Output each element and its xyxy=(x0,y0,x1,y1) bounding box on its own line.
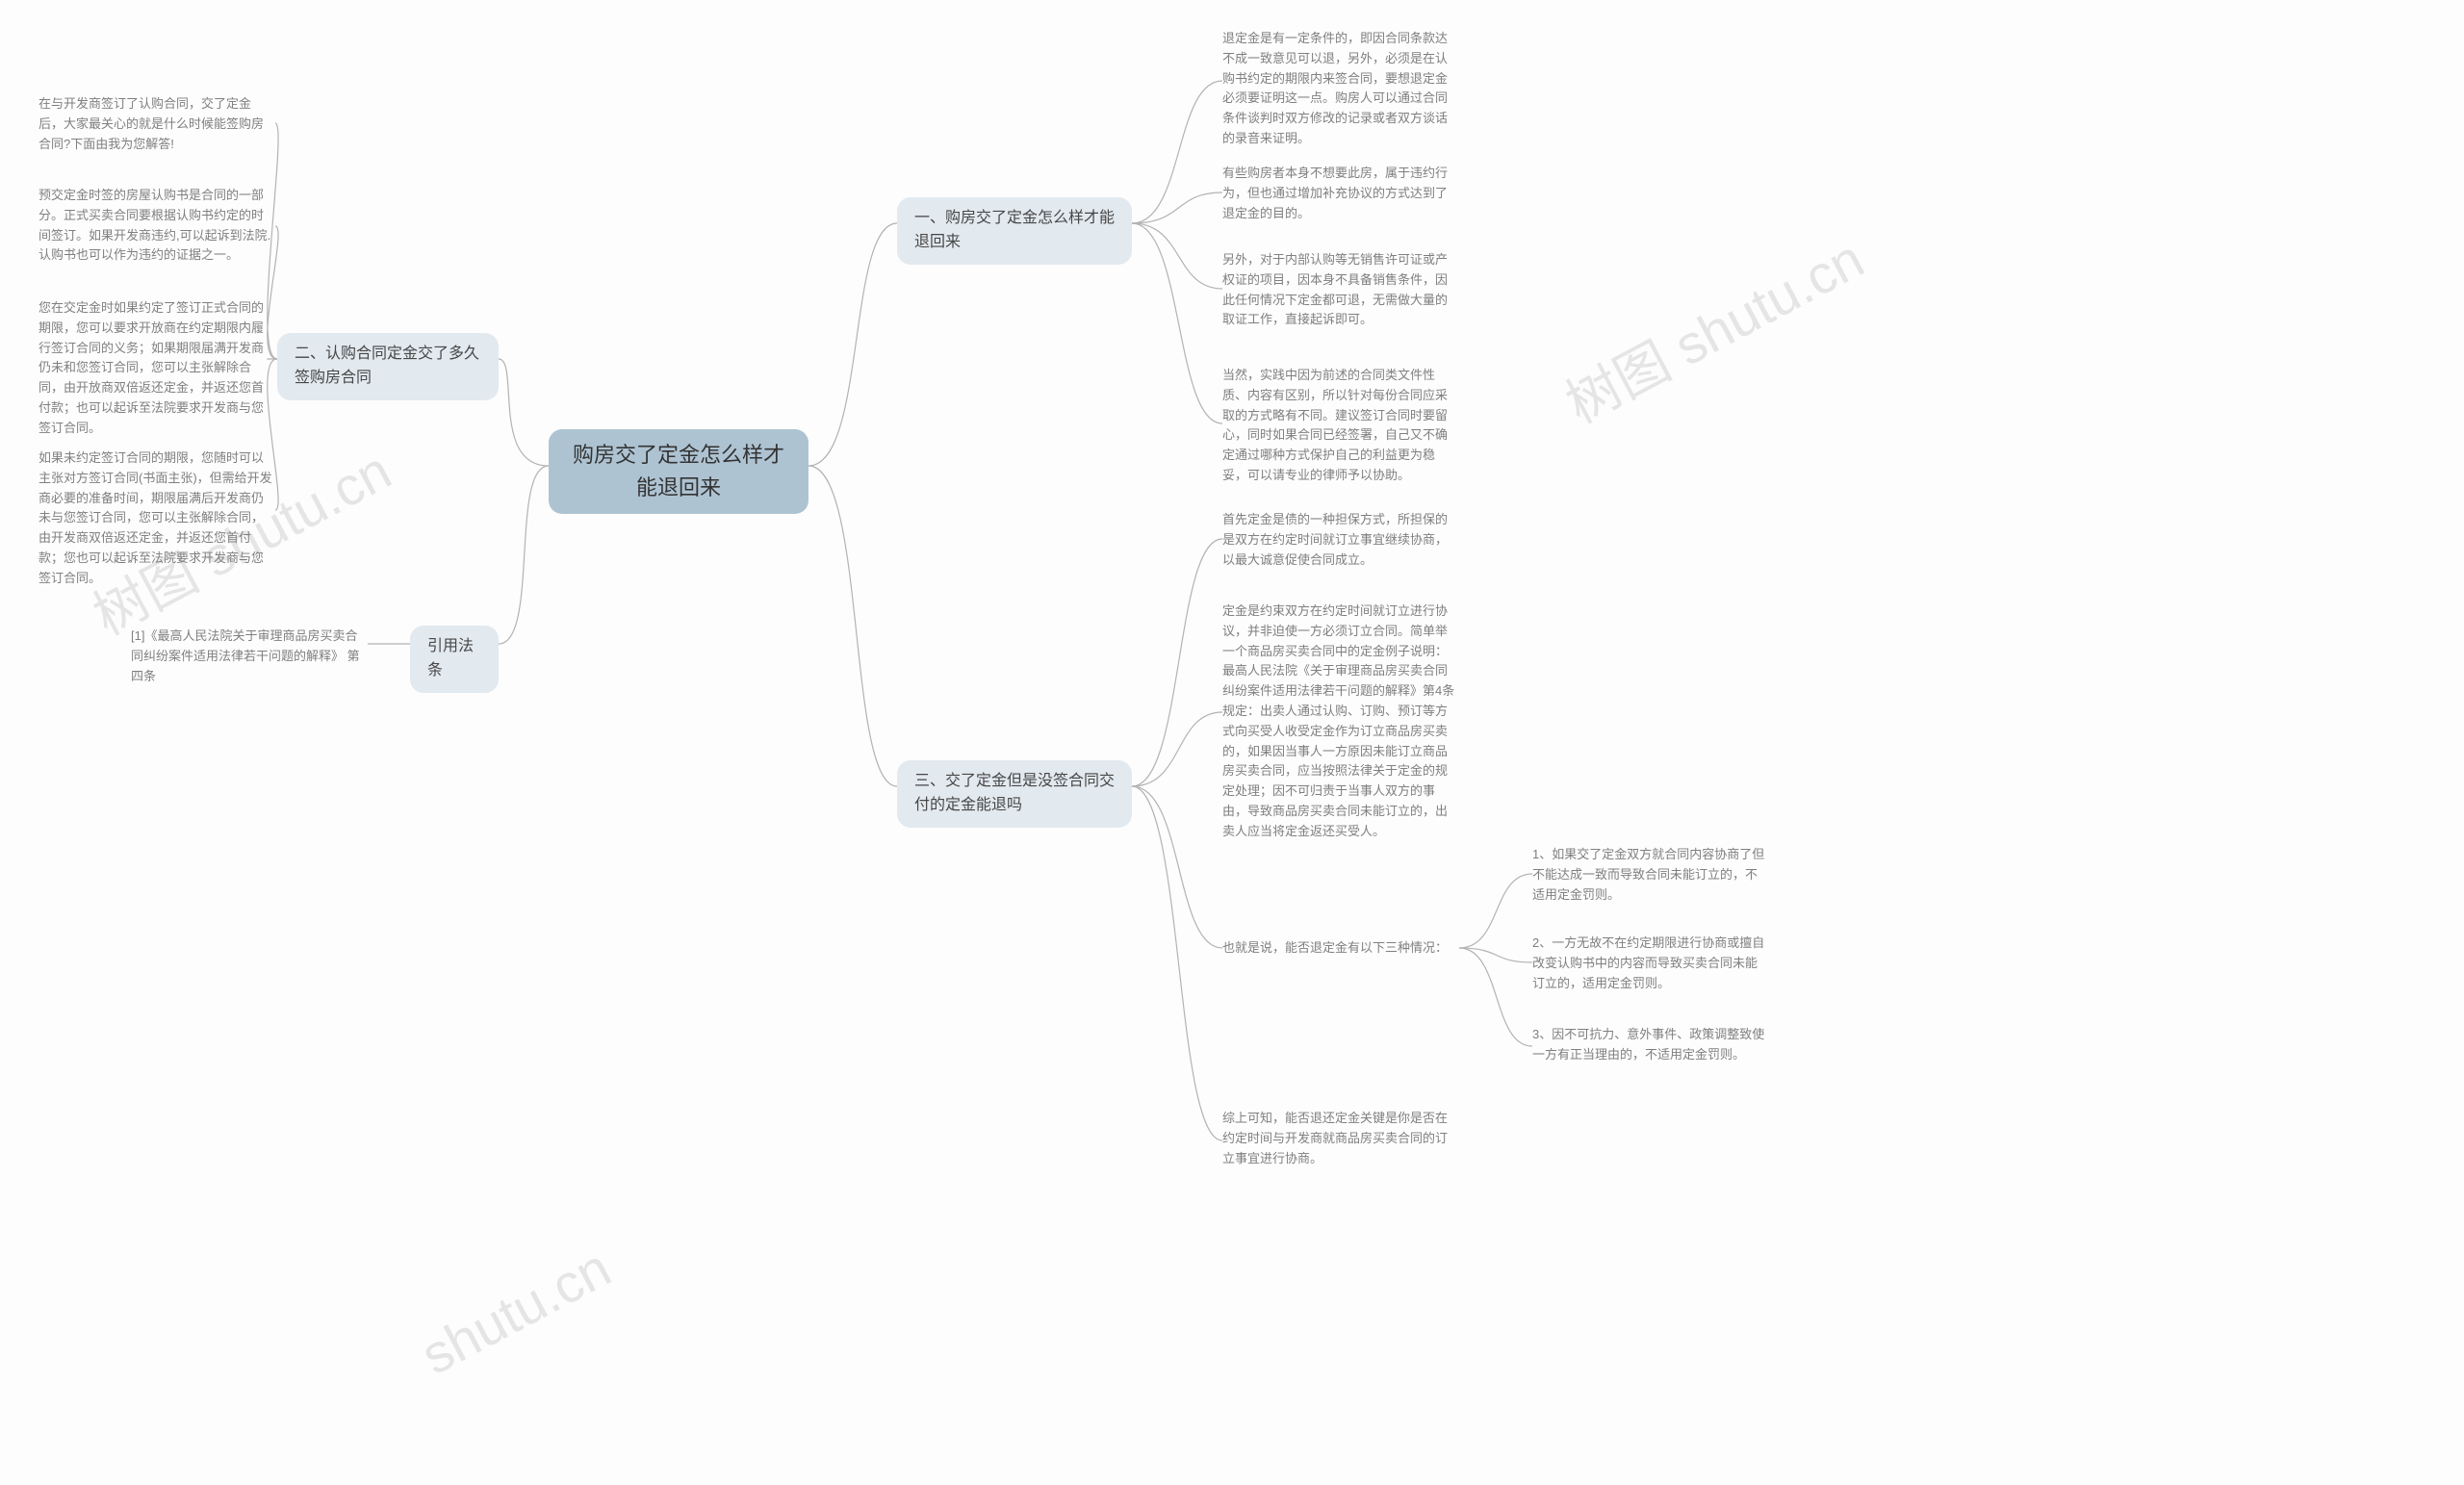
leaf-text: 也就是说，能否退定金有以下三种情况： xyxy=(1222,938,1459,959)
leaf-text: 您在交定金时如果约定了签订正式合同的期限，您可以要求开放商在约定期限内履行签订合… xyxy=(38,298,275,439)
watermark: 树图 shutu.cn xyxy=(1551,217,1876,439)
branch-node: 一、购房交了定金怎么样才能退回来 xyxy=(897,197,1132,265)
leaf-text: 1、如果交了定金双方就合同内容协商了但不能达成一致而导致合同未能订立的，不适用定… xyxy=(1532,845,1769,905)
leaf-text: 另外，对于内部认购等无销售许可证或产权证的项目，因本身不具备销售条件，因此任何情… xyxy=(1222,250,1459,330)
leaf-text: 当然，实践中因为前述的合同类文件性质、内容有区别，所以针对每份合同应采取的方式略… xyxy=(1222,366,1459,486)
leaf-text: 综上可知，能否退还定金关键是你是否在约定时间与开发商就商品房买卖合同的订立事宜进… xyxy=(1222,1109,1459,1168)
leaf-text: [1]《最高人民法院关于审理商品房买卖合同纠纷案件适用法律若干问题的解释》 第四… xyxy=(131,627,368,686)
leaf-text: 定金是约束双方在约定时间就订立进行协议，并非迫使一方必须订立合同。简单举一个商品… xyxy=(1222,602,1459,842)
branch-node: 二、认购合同定金交了多久签购房合同 xyxy=(277,333,499,400)
branch-node: 三、交了定金但是没签合同交付的定金能退吗 xyxy=(897,760,1132,828)
leaf-text: 如果未约定签订合同的期限，您随时可以主张对方签订合同(书面主张)，但需给开发商必… xyxy=(38,448,275,589)
leaf-text: 退定金是有一定条件的，即因合同条款达不成一致意见可以退，另外，必须是在认购书约定… xyxy=(1222,29,1459,149)
branch-node: 引用法条 xyxy=(410,626,499,693)
watermark: shutu.cn xyxy=(411,1236,620,1387)
center-node: 购房交了定金怎么样才能退回来 xyxy=(549,429,808,514)
leaf-text: 有些购房者本身不想要此房，属于违约行为，但也通过增加补充协议的方式达到了退定金的… xyxy=(1222,164,1459,223)
leaf-text: 在与开发商签订了认购合同，交了定金后，大家最关心的就是什么时候能签购房合同?下面… xyxy=(38,94,275,154)
leaf-text: 首先定金是债的一种担保方式，所担保的是双方在约定时间就订立事宜继续协商，以最大诚… xyxy=(1222,510,1459,570)
leaf-text: 3、因不可抗力、意外事件、政策调整致使一方有正当理由的，不适用定金罚则。 xyxy=(1532,1025,1769,1065)
leaf-text: 预交定金时签的房屋认购书是合同的一部分。正式买卖合同要根据认购书约定的时间签订。… xyxy=(38,186,275,266)
leaf-text: 2、一方无故不在约定期限进行协商或擅自改变认购书中的内容而导致买卖合同未能订立的… xyxy=(1532,934,1769,993)
